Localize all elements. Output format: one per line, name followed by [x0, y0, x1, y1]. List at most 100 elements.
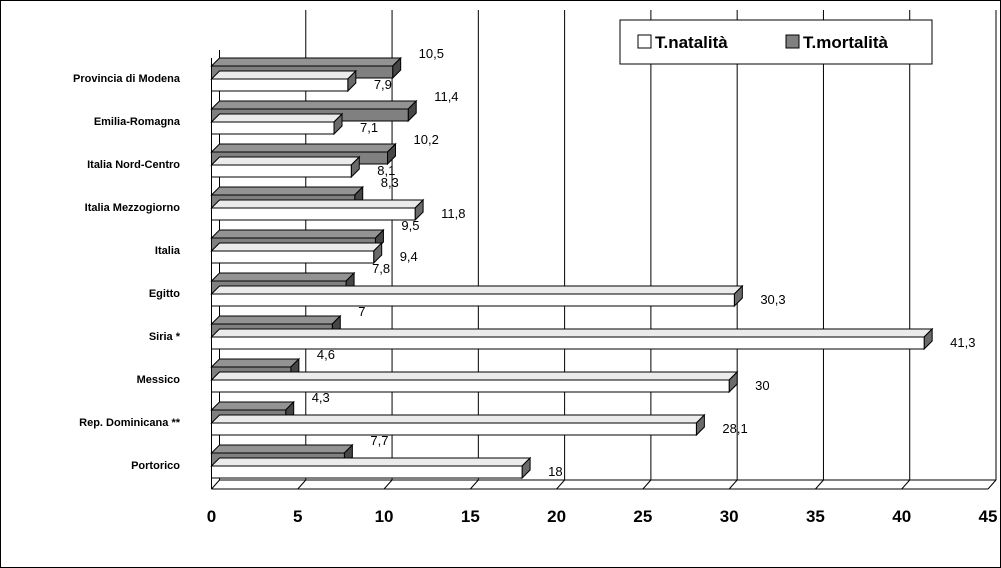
bar-mortalita-top — [210, 100, 418, 110]
bar-natalita-top — [210, 371, 739, 381]
legend-label-mortalita: T.mortalità — [803, 33, 889, 52]
value-label-mortalita: 7,7 — [370, 433, 388, 448]
bar-natalita — [210, 112, 344, 136]
gridlines — [297, 10, 997, 490]
bars — [210, 56, 934, 480]
value-label-mortalita: 10,5 — [419, 46, 444, 61]
x-tick-label: 20 — [547, 507, 566, 526]
bar-natalita — [210, 413, 706, 437]
x-tick-label: 15 — [461, 507, 480, 526]
gridline-floor — [469, 479, 479, 490]
bar-mortalita-top — [210, 229, 385, 239]
legend-swatch-natalita — [637, 34, 652, 49]
value-label-mortalita: 11,4 — [434, 89, 458, 104]
bar-natalita — [210, 198, 425, 222]
gridline-floor — [901, 479, 911, 490]
bar-natalita-top — [210, 113, 344, 123]
legend-label-natalita: T.natalità — [655, 33, 728, 52]
bar-mortalita-top — [210, 143, 397, 153]
bar-natalita-front — [211, 164, 352, 178]
gridline-floor — [297, 479, 307, 490]
value-label-natalita: 30 — [755, 378, 769, 393]
bar-natalita-top — [210, 70, 358, 80]
bar-mortalita-top — [210, 358, 301, 368]
bar-mortalita-top — [210, 57, 402, 67]
bar-natalita-front — [211, 379, 730, 393]
category-label: Portorico — [131, 460, 180, 472]
category-label: Rep. Dominicana ** — [79, 417, 181, 429]
category-label: Egitto — [149, 288, 180, 300]
value-label-natalita: 7,1 — [360, 120, 378, 135]
category-label: Italia Mezzogiorno — [85, 202, 181, 214]
value-label-natalita: 18 — [548, 464, 562, 479]
bar-natalita-top — [210, 414, 706, 424]
bar-natalita — [210, 241, 383, 265]
category-label: Provincia di Modena — [73, 73, 181, 85]
value-label-mortalita: 4,6 — [317, 347, 335, 362]
bar-natalita-top — [210, 457, 532, 467]
gridline-floor — [987, 479, 997, 490]
category-label: Messico — [137, 374, 181, 386]
value-label-mortalita: 9,5 — [401, 218, 419, 233]
bar-natalita — [210, 370, 739, 394]
gridline-floor — [815, 479, 824, 490]
value-label-natalita: 41,3 — [950, 335, 975, 350]
x-tick-label: 10 — [375, 507, 394, 526]
x-tick-label: 0 — [207, 507, 216, 526]
bar-natalita-top — [210, 199, 425, 209]
bar-natalita-front — [211, 422, 697, 436]
bar-natalita-front — [211, 465, 523, 479]
x-tick-labels: 0 5 10 15 20 25 30 35 40 45 — [207, 507, 998, 526]
value-label-natalita: 11,8 — [441, 206, 465, 221]
value-label-natalita: 28,1 — [722, 421, 747, 436]
bar-natalita-front — [211, 336, 925, 350]
bar-natalita-top — [210, 328, 934, 338]
bar-mortalita-top — [210, 315, 342, 325]
bar-natalita-top — [210, 156, 361, 166]
data-labels: 10,5 7,9 11,4 7,1 10,2 8,18,3 11,8 9,5 9,4 7,8 30,… — [312, 46, 976, 479]
bar-natalita-front — [211, 293, 735, 307]
x-tick-label: 30 — [720, 507, 739, 526]
gridline-floor — [728, 479, 738, 490]
bar-natalita-top — [210, 285, 744, 295]
bar-natalita-front — [211, 250, 375, 264]
bar-natalita — [210, 155, 361, 179]
value-label-mortalita: 7,8 — [372, 261, 390, 276]
x-tick-label: 40 — [892, 507, 911, 526]
bar-natalita-top — [210, 242, 383, 252]
value-label-mortalita: 7 — [358, 304, 365, 319]
x-tick-label: 45 — [979, 507, 998, 526]
value-label-mortalita: 10,2 — [414, 132, 439, 147]
legend-box — [619, 19, 933, 65]
x-tick-label: 5 — [293, 507, 302, 526]
bar-natalita — [210, 327, 934, 351]
gridline-floor — [556, 479, 565, 490]
category-labels: Provincia di Modena Emilia-Romagna Italia … — [73, 73, 181, 472]
bar-mortalita-top — [210, 401, 295, 411]
value-label-mortalita: 4,3 — [312, 390, 330, 405]
bar-natalita — [210, 284, 744, 308]
x-tick-label: 25 — [633, 507, 652, 526]
bar-mortalita-top — [210, 186, 364, 196]
bar-natalita-front — [211, 207, 416, 221]
value-label-natalita: 8,1 — [377, 163, 395, 178]
floor-left-edge — [211, 479, 220, 490]
x-tick-label: 35 — [806, 507, 825, 526]
bar-natalita — [210, 456, 532, 480]
value-label-natalita: 7,9 — [374, 77, 392, 92]
category-label: Siria * — [149, 331, 181, 343]
category-label: Emilia-Romagna — [94, 116, 181, 128]
bar-mortalita-top — [210, 444, 354, 454]
value-label-mortalita: 8,3 — [381, 175, 399, 190]
gridline-floor — [642, 479, 652, 490]
bar-natalita-front — [211, 121, 335, 135]
category-label: Italia Nord-Centro — [87, 159, 180, 171]
legend-swatch-mortalita — [785, 34, 800, 49]
bar-mortalita-top — [210, 272, 356, 282]
gridline-floor — [383, 479, 393, 490]
legend: T.natalità T.mortalità — [619, 19, 933, 65]
category-label: Italia — [155, 245, 181, 257]
value-label-natalita: 9,4 — [400, 249, 418, 264]
